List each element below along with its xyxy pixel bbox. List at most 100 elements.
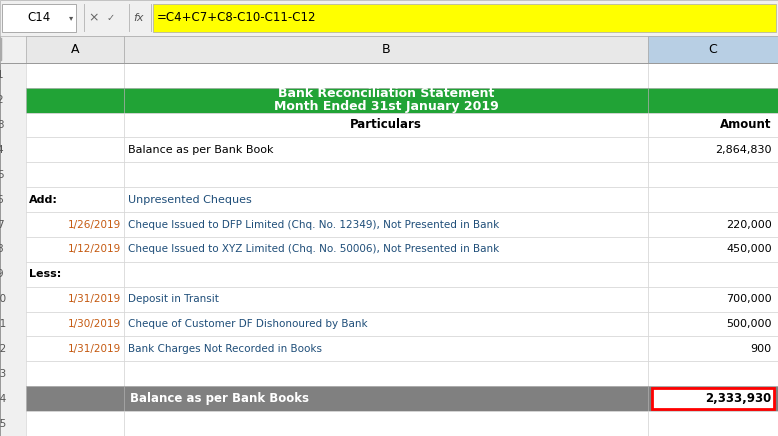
Text: Unpresented Cheques: Unpresented Cheques (128, 194, 252, 204)
Text: 2,333,930: 2,333,930 (706, 392, 772, 405)
Bar (648, 262, 778, 287)
Polygon shape (0, 38, 2, 61)
Bar (124, 337, 648, 361)
Text: C: C (709, 43, 717, 56)
Bar (26, 337, 124, 361)
Text: 15: 15 (0, 419, 7, 429)
Bar (124, 287, 648, 312)
Text: Amount: Amount (720, 119, 772, 132)
Text: Month Ended 31st January 2019: Month Ended 31st January 2019 (274, 100, 499, 113)
Text: ×: × (88, 11, 99, 24)
Text: 14: 14 (0, 394, 7, 404)
Bar (124, 162, 648, 187)
Text: 1/26/2019: 1/26/2019 (68, 219, 121, 229)
Bar (26, 112, 124, 137)
Bar (26, 262, 124, 287)
Bar (648, 312, 778, 337)
Bar (26, 212, 124, 237)
Bar (648, 36, 778, 63)
Text: 5: 5 (0, 170, 3, 180)
Text: ✓: ✓ (107, 13, 114, 23)
Text: 500,000: 500,000 (727, 319, 772, 329)
Bar (26, 88, 124, 112)
Text: 10: 10 (0, 294, 6, 304)
Text: Cheque Issued to XYZ Limited (Chq. No. 50006), Not Presented in Bank: Cheque Issued to XYZ Limited (Chq. No. 5… (128, 245, 499, 254)
Text: 700,000: 700,000 (726, 294, 772, 304)
Bar (0, 63, 778, 436)
Bar (124, 361, 648, 386)
Text: Particulars: Particulars (350, 119, 422, 132)
Text: 6: 6 (0, 194, 3, 204)
Bar (26, 162, 124, 187)
Text: 12: 12 (0, 344, 7, 354)
Bar (124, 112, 648, 137)
Text: 4: 4 (0, 145, 3, 155)
Bar (26, 137, 124, 162)
Text: 11: 11 (0, 319, 7, 329)
Bar (648, 187, 778, 212)
Text: 1/31/2019: 1/31/2019 (68, 294, 121, 304)
Bar (153, 4, 776, 32)
Text: 13: 13 (0, 369, 7, 379)
Bar (26, 36, 124, 63)
Bar (26, 63, 124, 88)
Bar (648, 212, 778, 237)
Text: Bank Charges Not Recorded in Books: Bank Charges Not Recorded in Books (128, 344, 322, 354)
Bar (124, 63, 648, 88)
Bar (648, 411, 778, 436)
Bar (648, 361, 778, 386)
Text: 7: 7 (0, 219, 3, 229)
Bar (26, 187, 124, 212)
Text: Balance as per Bank Book: Balance as per Bank Book (128, 145, 274, 155)
Bar (26, 411, 124, 436)
Text: Add:: Add: (29, 194, 58, 204)
Bar (648, 112, 778, 137)
Bar (124, 411, 648, 436)
Text: =C4+C7+C8-C10-C11-C12: =C4+C7+C8-C10-C11-C12 (157, 11, 317, 24)
Bar (26, 287, 124, 312)
Text: Cheque of Customer DF Dishonoured by Bank: Cheque of Customer DF Dishonoured by Ban… (128, 319, 368, 329)
Text: 450,000: 450,000 (726, 245, 772, 254)
Bar (648, 137, 778, 162)
Bar (26, 312, 124, 337)
Bar (124, 237, 648, 262)
Text: 2: 2 (0, 95, 3, 105)
Text: 2,864,830: 2,864,830 (715, 145, 772, 155)
Text: Deposit in Transit: Deposit in Transit (128, 294, 219, 304)
Bar (124, 187, 648, 212)
Bar (648, 337, 778, 361)
Text: C14: C14 (28, 11, 51, 24)
Bar (124, 36, 648, 63)
Text: 1/30/2019: 1/30/2019 (68, 319, 121, 329)
Text: Cheque Issued to DFP Limited (Chq. No. 12349), Not Presented in Bank: Cheque Issued to DFP Limited (Chq. No. 1… (128, 219, 499, 229)
Text: B: B (382, 43, 391, 56)
Bar (648, 287, 778, 312)
Bar (648, 162, 778, 187)
Text: 220,000: 220,000 (726, 219, 772, 229)
Text: 9: 9 (0, 269, 3, 279)
Text: 900: 900 (751, 344, 772, 354)
Bar (124, 212, 648, 237)
Text: 1/31/2019: 1/31/2019 (68, 344, 121, 354)
Text: 3: 3 (0, 120, 3, 130)
Bar (2, 4, 76, 32)
Bar (0, 0, 778, 36)
Bar (648, 386, 778, 411)
Text: Bank Reconciliation Statement: Bank Reconciliation Statement (278, 87, 495, 100)
Bar (26, 386, 124, 411)
Bar (648, 88, 778, 112)
Text: Balance as per Bank Books: Balance as per Bank Books (130, 392, 309, 405)
Text: 1/12/2019: 1/12/2019 (68, 245, 121, 254)
Text: Less:: Less: (29, 269, 61, 279)
Bar (648, 237, 778, 262)
Text: 1: 1 (0, 70, 3, 80)
Bar (124, 262, 648, 287)
Bar (124, 386, 648, 411)
Bar (652, 388, 774, 409)
Text: A: A (71, 43, 79, 56)
Bar (124, 312, 648, 337)
Bar (124, 88, 648, 112)
Bar (26, 361, 124, 386)
Text: 8: 8 (0, 245, 3, 254)
Text: fx: fx (133, 13, 144, 23)
